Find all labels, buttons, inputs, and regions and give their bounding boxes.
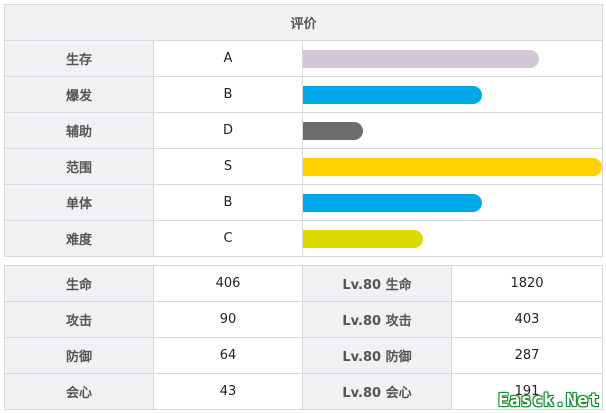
rating-bar-cell <box>301 148 604 185</box>
rating-label: 范围 <box>4 148 154 185</box>
rating-label: 爆发 <box>4 76 154 113</box>
rating-bar-cell <box>301 40 604 77</box>
rating-header-row: 评价 <box>3 4 604 41</box>
stat-label: 会心 <box>4 373 154 410</box>
stat-label: 攻击 <box>4 301 154 338</box>
stat-lv-label: Lv.80 防御 <box>302 337 452 374</box>
rating-grade: S <box>153 148 303 185</box>
stat-value: 64 <box>153 337 303 374</box>
stat-lv-label: Lv.80 攻击 <box>302 301 452 338</box>
stat-lv-value: 403 <box>451 301 603 338</box>
rating-bar-cell <box>301 76 604 113</box>
stat-lv-value: 1820 <box>451 265 603 302</box>
rating-label: 难度 <box>4 220 154 257</box>
stat-lv-label: Lv.80 生命 <box>302 265 452 302</box>
stat-value: 43 <box>153 373 303 410</box>
stat-label: 生命 <box>4 265 154 302</box>
stat-label: 防御 <box>4 337 154 374</box>
rating-grade: B <box>153 76 303 113</box>
stat-lv-value: 191 <box>451 373 603 410</box>
rating-label: 辅助 <box>4 112 154 149</box>
rating-row: 辅助 D <box>4 112 604 149</box>
rating-bar-cell <box>301 220 604 257</box>
stats-row: 会心 43 Lv.80 会心 191 <box>4 373 603 410</box>
stat-value: 406 <box>153 265 303 302</box>
stat-lv-label: Lv.80 会心 <box>302 373 452 410</box>
watermark: Easck.Net <box>497 390 600 411</box>
rating-row: 单体 B <box>4 184 604 221</box>
stats-table: 生命 406 Lv.80 生命 1820 攻击 90 Lv.80 攻击 403 … <box>4 265 603 410</box>
rating-bar <box>303 121 363 140</box>
rating-bar <box>303 193 483 212</box>
rating-table: 评价 生存 A 爆发 B 辅助 D 范围 S 单体 B 难度 C <box>3 4 604 257</box>
rating-bar <box>303 157 602 176</box>
rating-grade: D <box>153 112 303 149</box>
stats-row: 攻击 90 Lv.80 攻击 403 <box>4 301 603 338</box>
rating-grade: A <box>153 40 303 77</box>
stat-value: 90 <box>153 301 303 338</box>
stat-lv-value: 287 <box>451 337 603 374</box>
rating-label: 生存 <box>4 40 154 77</box>
rating-bar-cell <box>301 112 604 149</box>
rating-bar-cell <box>301 184 604 221</box>
rating-title: 评价 <box>3 4 604 41</box>
rating-grade: B <box>153 184 303 221</box>
rating-label: 单体 <box>4 184 154 221</box>
rating-row: 生存 A <box>4 40 604 77</box>
rating-bar <box>303 229 423 248</box>
rating-grade: C <box>153 220 303 257</box>
stats-row: 生命 406 Lv.80 生命 1820 <box>4 265 603 302</box>
rating-bar <box>303 49 540 68</box>
rating-bar <box>303 85 483 104</box>
stats-row: 防御 64 Lv.80 防御 287 <box>4 337 603 374</box>
rating-row: 难度 C <box>4 220 604 257</box>
rating-row: 范围 S <box>4 148 604 185</box>
rating-row: 爆发 B <box>4 76 604 113</box>
